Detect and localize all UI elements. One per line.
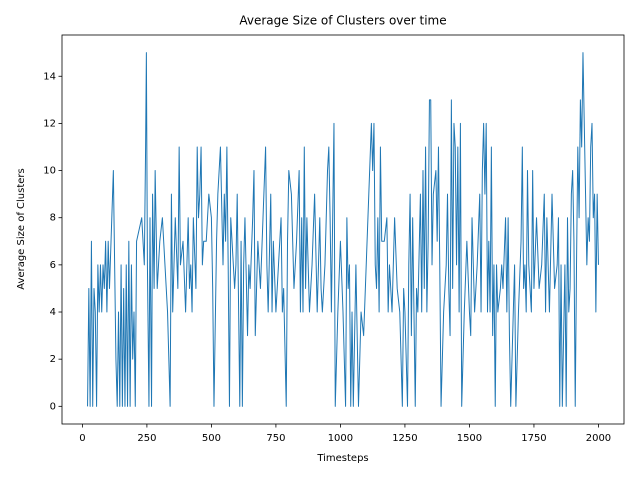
y-tick-label: 0 [50, 401, 56, 412]
x-axis-label: Timesteps [316, 453, 368, 464]
y-tick-label: 12 [43, 118, 56, 129]
x-tick-label: 1750 [521, 433, 546, 444]
x-tick-label: 1250 [392, 433, 417, 444]
y-tick-label: 10 [43, 166, 56, 177]
y-tick-label: 8 [50, 213, 56, 224]
y-tick-label: 2 [50, 354, 56, 365]
y-tick-label: 14 [43, 71, 56, 82]
chart-title: Average Size of Clusters over time [239, 14, 446, 28]
y-tick-label: 6 [50, 260, 56, 271]
x-tick-label: 500 [202, 433, 221, 444]
y-axis-label: Average Size of Clusters [16, 168, 27, 289]
x-tick-label: 2000 [586, 433, 611, 444]
data-line [87, 52, 599, 407]
plot-frame [61, 34, 625, 425]
x-tick-label: 250 [137, 433, 156, 444]
x-tick-label: 1000 [328, 433, 353, 444]
x-tick-label: 0 [79, 433, 85, 444]
x-tick-label: 750 [266, 433, 285, 444]
x-tick-label: 1500 [457, 433, 482, 444]
y-tick-label: 4 [50, 307, 56, 318]
